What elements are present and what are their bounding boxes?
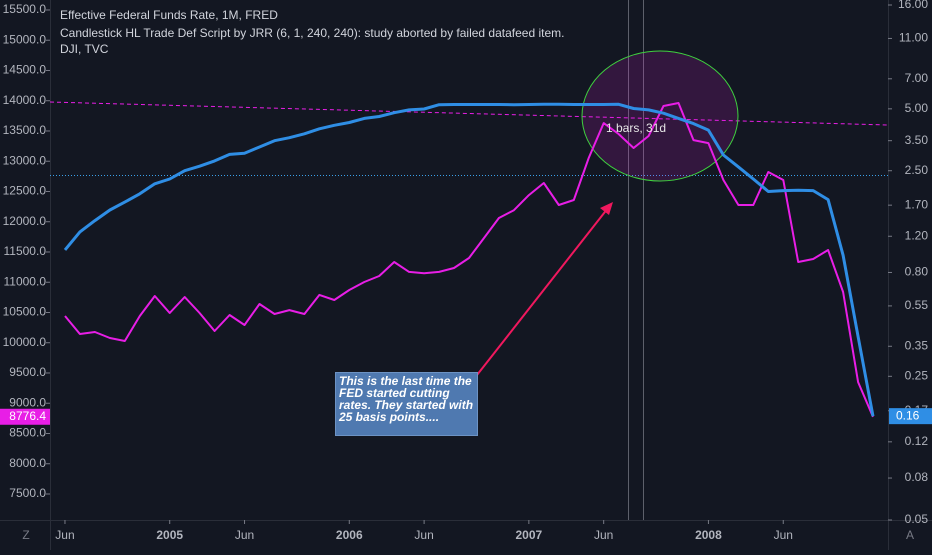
y-tick-label: 10500.0: [3, 305, 47, 319]
x-tick-label: Jun: [594, 528, 613, 542]
x-tick-label: Jun: [55, 528, 74, 542]
x-tick-label: Jun: [235, 528, 254, 542]
symbol-label: DJI, TVC: [60, 42, 109, 56]
button[interactable]: A: [906, 528, 914, 542]
price-label-bg: [889, 408, 932, 425]
y-tick-label: 15500.0: [3, 2, 47, 16]
y2-tick-label: 5.00: [905, 101, 929, 115]
y-tick-label: 13000.0: [3, 153, 47, 167]
x-tick-label: 2005: [156, 528, 183, 542]
y-tick-label: 11000.0: [4, 274, 47, 288]
measure-label: 1 bars, 31d: [606, 121, 666, 135]
y-tick-label: 9500.0: [9, 365, 46, 379]
y-tick-label: 10000.0: [3, 335, 47, 349]
y2-tick-label: 11.00: [899, 31, 928, 45]
y2-tick-label: 0.80: [905, 265, 929, 279]
y-tick-label: 14500.0: [3, 63, 47, 77]
y-tick-label: 9000.0: [9, 395, 46, 409]
x-tick-label: Jun: [774, 528, 793, 542]
y2-tick-label: 7.00: [905, 71, 929, 85]
y-tick-label: 13500.0: [3, 123, 47, 137]
series-line: [64, 102, 874, 418]
chart-subtitle: Candlestick HL Trade Def Script by JRR (…: [60, 26, 564, 40]
x-tick-label: 2006: [336, 528, 363, 542]
note-box: This is the last time the FED started cu…: [335, 372, 478, 436]
y2-tick-label: 1.20: [905, 228, 929, 242]
chart-title: Effective Federal Funds Rate, 1M, FRED: [60, 8, 278, 22]
y-tick-label: 8000.0: [9, 456, 46, 470]
arrow-head: [600, 202, 613, 215]
x-tick-label: Jun: [414, 528, 433, 542]
y2-tick-label: 0.35: [905, 338, 929, 352]
y-tick-label: 12000.0: [3, 214, 47, 228]
y-tick-label: 15000.0: [3, 32, 47, 46]
y2-tick-label: 0.05: [905, 512, 929, 526]
y2-tick-label: 3.50: [905, 133, 929, 147]
arrow: [476, 207, 609, 376]
x-tick-label: 2008: [695, 528, 722, 542]
y2-tick-label: 0.08: [905, 470, 929, 484]
y2-tick-label: 0.25: [905, 368, 929, 382]
y2-tick-label: 0.55: [905, 298, 929, 312]
ellipse-highlight: [581, 50, 739, 182]
y-tick-label: 12500.0: [3, 184, 47, 198]
y-tick-label: 8500.0: [9, 426, 46, 440]
series-line: [63, 102, 875, 417]
y2-tick-label: 1.70: [905, 197, 929, 211]
y-tick-label: 11500.0: [4, 244, 47, 258]
price-label-bg: [0, 408, 50, 425]
button[interactable]: Z: [22, 528, 29, 542]
price-label: 8776.4: [9, 409, 46, 423]
y2-tick-label: 16.00: [898, 0, 928, 11]
x-tick-label: 2007: [516, 528, 543, 542]
y2-tick-label: 2.50: [905, 163, 929, 177]
y-tick-label: 7500.0: [9, 486, 46, 500]
y-tick-label: 14000.0: [3, 93, 47, 107]
y2-tick-label: 0.12: [905, 434, 929, 448]
price-label: 0.16: [896, 408, 920, 422]
